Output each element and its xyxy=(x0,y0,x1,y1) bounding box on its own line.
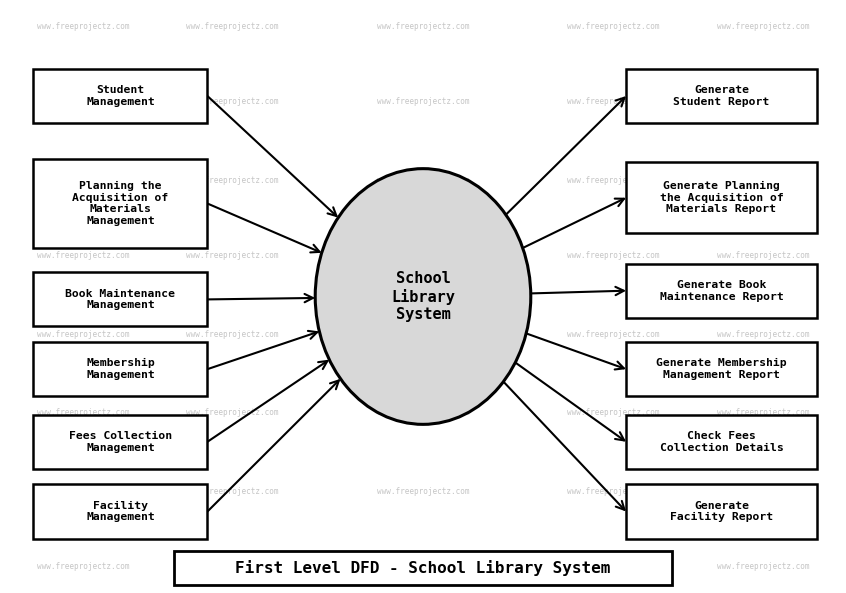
FancyBboxPatch shape xyxy=(33,415,207,469)
Text: Fees Collection
Management: Fees Collection Management xyxy=(69,431,172,452)
Text: www.freeprojectz.com: www.freeprojectz.com xyxy=(37,408,129,417)
Text: www.freeprojectz.com: www.freeprojectz.com xyxy=(37,487,129,496)
Text: www.freeprojectz.com: www.freeprojectz.com xyxy=(717,97,809,106)
FancyBboxPatch shape xyxy=(174,551,672,585)
Text: www.freeprojectz.com: www.freeprojectz.com xyxy=(568,176,660,185)
Text: www.freeprojectz.com: www.freeprojectz.com xyxy=(376,22,470,31)
Text: www.freeprojectz.com: www.freeprojectz.com xyxy=(568,330,660,339)
Text: www.freeprojectz.com: www.freeprojectz.com xyxy=(568,251,660,260)
Text: www.freeprojectz.com: www.freeprojectz.com xyxy=(186,330,278,339)
Text: Student
Management: Student Management xyxy=(86,85,155,107)
Text: www.freeprojectz.com: www.freeprojectz.com xyxy=(186,22,278,31)
FancyBboxPatch shape xyxy=(33,69,207,123)
Text: www.freeprojectz.com: www.freeprojectz.com xyxy=(37,176,129,185)
Text: Membership
Management: Membership Management xyxy=(86,358,155,380)
Text: www.freeprojectz.com: www.freeprojectz.com xyxy=(568,22,660,31)
Text: www.freeprojectz.com: www.freeprojectz.com xyxy=(186,487,278,496)
Text: Generate Book
Maintenance Report: Generate Book Maintenance Report xyxy=(660,280,783,301)
FancyBboxPatch shape xyxy=(33,484,207,538)
Ellipse shape xyxy=(316,168,530,425)
Text: Book Maintenance
Management: Book Maintenance Management xyxy=(65,289,175,310)
Text: www.freeprojectz.com: www.freeprojectz.com xyxy=(717,22,809,31)
Text: www.freeprojectz.com: www.freeprojectz.com xyxy=(186,251,278,260)
Text: www.freeprojectz.com: www.freeprojectz.com xyxy=(186,176,278,185)
Text: Planning the
Acquisition of
Materials
Management: Planning the Acquisition of Materials Ma… xyxy=(72,181,168,226)
FancyBboxPatch shape xyxy=(626,69,816,123)
Text: Generate
Facility Report: Generate Facility Report xyxy=(670,500,773,522)
Text: www.freeprojectz.com: www.freeprojectz.com xyxy=(717,176,809,185)
Text: www.freeprojectz.com: www.freeprojectz.com xyxy=(376,251,470,260)
Text: www.freeprojectz.com: www.freeprojectz.com xyxy=(568,97,660,106)
Text: www.freeprojectz.com: www.freeprojectz.com xyxy=(717,408,809,417)
Text: First Level DFD - School Library System: First Level DFD - School Library System xyxy=(235,560,611,576)
FancyBboxPatch shape xyxy=(626,484,816,538)
Text: www.freeprojectz.com: www.freeprojectz.com xyxy=(376,487,470,496)
FancyBboxPatch shape xyxy=(626,162,816,234)
Text: www.freeprojectz.com: www.freeprojectz.com xyxy=(568,408,660,417)
Text: School
Library
System: School Library System xyxy=(391,271,455,322)
Text: Generate Planning
the Acquisition of
Materials Report: Generate Planning the Acquisition of Mat… xyxy=(660,181,783,214)
Text: www.freeprojectz.com: www.freeprojectz.com xyxy=(376,176,470,185)
Text: www.freeprojectz.com: www.freeprojectz.com xyxy=(376,408,470,417)
Text: www.freeprojectz.com: www.freeprojectz.com xyxy=(37,330,129,339)
FancyBboxPatch shape xyxy=(33,159,207,248)
FancyBboxPatch shape xyxy=(626,264,816,318)
Text: www.freeprojectz.com: www.freeprojectz.com xyxy=(37,251,129,260)
Text: www.freeprojectz.com: www.freeprojectz.com xyxy=(717,562,809,571)
Text: www.freeprojectz.com: www.freeprojectz.com xyxy=(717,251,809,260)
FancyBboxPatch shape xyxy=(626,342,816,396)
FancyBboxPatch shape xyxy=(33,272,207,326)
Text: www.freeprojectz.com: www.freeprojectz.com xyxy=(186,562,278,571)
Text: www.freeprojectz.com: www.freeprojectz.com xyxy=(376,97,470,106)
Text: www.freeprojectz.com: www.freeprojectz.com xyxy=(376,562,470,571)
FancyBboxPatch shape xyxy=(626,415,816,469)
Text: www.freeprojectz.com: www.freeprojectz.com xyxy=(37,22,129,31)
Text: www.freeprojectz.com: www.freeprojectz.com xyxy=(376,330,470,339)
Text: www.freeprojectz.com: www.freeprojectz.com xyxy=(37,562,129,571)
FancyBboxPatch shape xyxy=(33,342,207,396)
Text: www.freeprojectz.com: www.freeprojectz.com xyxy=(186,408,278,417)
Text: www.freeprojectz.com: www.freeprojectz.com xyxy=(717,487,809,496)
Text: www.freeprojectz.com: www.freeprojectz.com xyxy=(568,487,660,496)
Text: Generate Membership
Management Report: Generate Membership Management Report xyxy=(656,358,787,380)
Text: Check Fees
Collection Details: Check Fees Collection Details xyxy=(660,431,783,452)
Text: www.freeprojectz.com: www.freeprojectz.com xyxy=(717,330,809,339)
Text: Facility
Management: Facility Management xyxy=(86,500,155,522)
Text: Generate
Student Report: Generate Student Report xyxy=(673,85,770,107)
Text: www.freeprojectz.com: www.freeprojectz.com xyxy=(37,97,129,106)
Text: www.freeprojectz.com: www.freeprojectz.com xyxy=(186,97,278,106)
Text: www.freeprojectz.com: www.freeprojectz.com xyxy=(568,562,660,571)
